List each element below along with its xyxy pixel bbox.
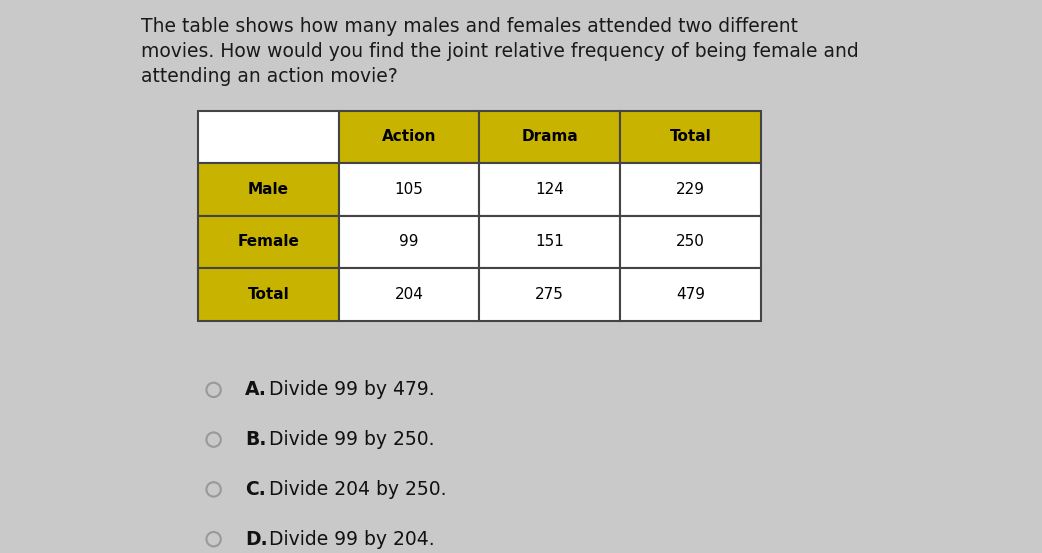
Text: 275: 275 [536, 287, 564, 302]
Bar [479, 163, 620, 216]
Text: A.: A. [245, 380, 267, 399]
Text: 229: 229 [676, 182, 704, 197]
Bar [620, 111, 761, 163]
Bar [620, 268, 761, 321]
Text: 105: 105 [395, 182, 423, 197]
Text: 250: 250 [676, 234, 704, 249]
Text: B.: B. [245, 430, 267, 449]
Text: Male: Male [248, 182, 289, 197]
Bar [479, 216, 620, 268]
Text: The table shows how many males and females attended two different
movies. How wo: The table shows how many males and femal… [141, 17, 859, 86]
Text: Female: Female [238, 234, 299, 249]
Text: Action: Action [381, 129, 437, 144]
Text: 204: 204 [395, 287, 423, 302]
Text: Drama: Drama [521, 129, 578, 144]
Bar [339, 268, 479, 321]
Bar [198, 268, 339, 321]
Bar [479, 268, 620, 321]
Bar [620, 216, 761, 268]
Text: 124: 124 [536, 182, 564, 197]
Bar [198, 216, 339, 268]
Bar [339, 111, 479, 163]
Bar [479, 111, 620, 163]
Bar [620, 163, 761, 216]
Text: C.: C. [245, 480, 266, 499]
Text: 99: 99 [399, 234, 419, 249]
Text: 151: 151 [536, 234, 564, 249]
Text: Divide 99 by 479.: Divide 99 by 479. [269, 380, 435, 399]
Text: Divide 99 by 204.: Divide 99 by 204. [269, 530, 435, 549]
Bar [198, 163, 339, 216]
Text: D.: D. [245, 530, 268, 549]
Text: Divide 204 by 250.: Divide 204 by 250. [269, 480, 446, 499]
Bar [198, 111, 339, 163]
Bar [339, 163, 479, 216]
Text: Divide 99 by 250.: Divide 99 by 250. [269, 430, 435, 449]
Bar [339, 216, 479, 268]
Text: Total: Total [247, 287, 290, 302]
Text: Total: Total [669, 129, 712, 144]
Text: 479: 479 [676, 287, 704, 302]
